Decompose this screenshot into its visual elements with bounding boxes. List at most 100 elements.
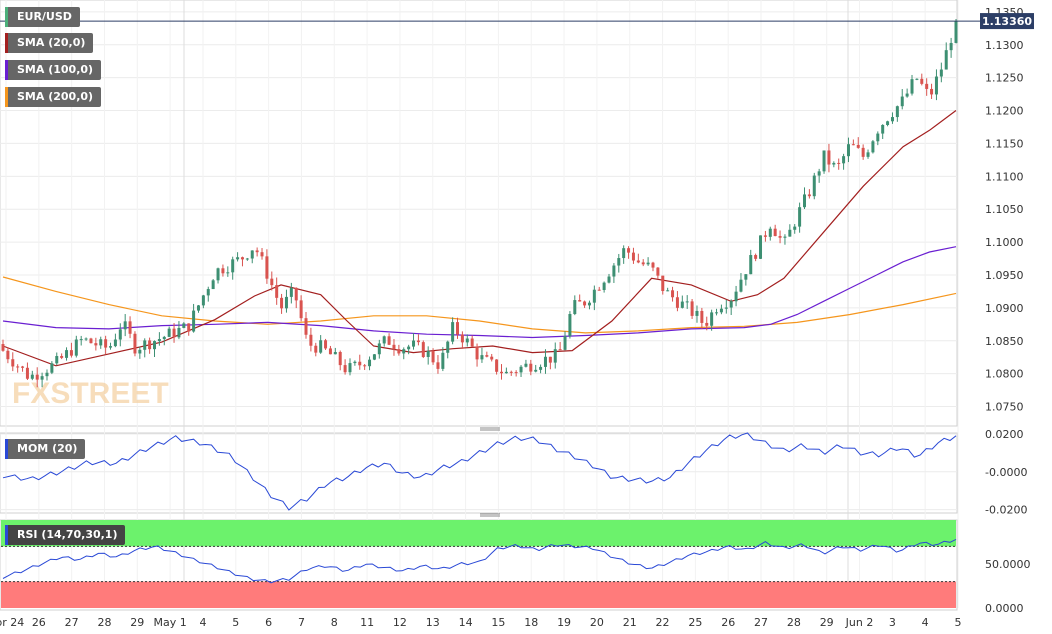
- time-tick-label: 28: [97, 616, 111, 629]
- candle-body: [211, 280, 215, 290]
- candle-body: [514, 372, 518, 374]
- candle-body: [837, 162, 841, 164]
- price-tick-label: 1.1000: [985, 236, 1024, 249]
- candle-body: [456, 322, 460, 335]
- candle-body: [543, 356, 547, 367]
- candle-body: [690, 301, 694, 316]
- candle-body: [94, 343, 98, 346]
- candle-body: [495, 359, 499, 372]
- last-price-label: 1.13360: [982, 15, 1032, 28]
- candle-body: [695, 310, 699, 316]
- candle-body: [201, 295, 205, 306]
- candle-body: [109, 346, 113, 348]
- time-tick-label: 15: [491, 616, 505, 629]
- candle-body: [763, 235, 767, 237]
- candle-body: [368, 359, 372, 367]
- candle-body: [104, 339, 108, 348]
- candle-body: [196, 305, 200, 311]
- legend-mom-swatch: [5, 439, 8, 459]
- candle-body: [187, 323, 191, 332]
- momentum-tick-label: -0.0200: [985, 504, 1027, 517]
- time-tick-label: 8: [331, 616, 338, 629]
- time-tick-label: 4: [199, 616, 206, 629]
- candle-body: [524, 363, 528, 367]
- candle-body: [162, 336, 166, 340]
- candle-body: [167, 328, 171, 337]
- candle-body: [920, 78, 924, 84]
- candle-body: [812, 175, 816, 197]
- rsi-tick-label: 50.0000: [985, 558, 1031, 571]
- candle-body: [939, 69, 943, 77]
- momentum-panel: [0, 432, 958, 514]
- candle-body: [431, 350, 435, 363]
- time-tick-label: 3: [889, 616, 896, 629]
- candle-body: [407, 346, 411, 350]
- candle-body: [1, 344, 5, 351]
- time-tick-label: 12: [393, 616, 407, 629]
- candle-body: [387, 336, 391, 345]
- candle-body: [793, 226, 797, 230]
- legend-mom[interactable]: MOM (20): [5, 439, 86, 459]
- candle-body: [846, 144, 850, 157]
- candle-body: [719, 308, 723, 313]
- candle-body: [470, 338, 474, 347]
- candle-body: [905, 93, 909, 97]
- legend-sma20[interactable]: SMA (20,0): [5, 33, 94, 53]
- candle-body: [724, 307, 728, 309]
- price-tick-label: 1.1150: [985, 137, 1024, 150]
- candle-body: [734, 291, 738, 302]
- candle-body: [485, 355, 489, 357]
- candle-body: [529, 363, 533, 372]
- candle-body: [553, 349, 557, 363]
- candle-body: [856, 144, 860, 148]
- time-tick-label: 11: [360, 616, 374, 629]
- candle-body: [148, 340, 152, 350]
- candle-body: [143, 340, 147, 350]
- legend-pair[interactable]: EUR/USD: [5, 7, 80, 27]
- candle-body: [392, 344, 396, 350]
- price-tick-label: 1.1050: [985, 203, 1024, 216]
- candle-body: [289, 287, 293, 297]
- rsi-line: [2, 538, 957, 584]
- candle-body: [651, 262, 655, 268]
- legend-sma200[interactable]: SMA (200,0): [5, 87, 102, 107]
- candle-body: [236, 257, 240, 260]
- candle-body: [930, 88, 934, 95]
- legend-sma200-swatch: [5, 87, 8, 107]
- candle-body: [328, 348, 332, 355]
- candle-body: [50, 363, 54, 373]
- candle-body: [949, 42, 953, 51]
- candle-body: [397, 349, 401, 354]
- candle-body: [35, 374, 39, 380]
- time-tick-label: 18: [524, 616, 538, 629]
- legend-sma200-label: SMA (200,0): [17, 90, 94, 103]
- candle-body: [304, 318, 308, 335]
- price-tick-label: 1.1100: [985, 170, 1024, 183]
- candle-body: [768, 228, 772, 237]
- candle-body: [245, 258, 249, 260]
- candle-body: [710, 312, 714, 326]
- price-tick-label: 1.1300: [985, 39, 1024, 52]
- candle-body: [11, 359, 15, 367]
- candle-body: [309, 334, 313, 346]
- candle-body: [79, 339, 83, 341]
- candle-body: [656, 267, 660, 276]
- legend-rsi[interactable]: RSI (14,70,30,1): [5, 525, 126, 545]
- candle-body: [69, 350, 73, 356]
- candle-body: [573, 300, 577, 315]
- price-tick-label: 1.1250: [985, 72, 1024, 85]
- candle-body: [490, 356, 494, 360]
- candle-body: [685, 301, 689, 303]
- candle-body: [343, 365, 347, 373]
- legend-sma100[interactable]: SMA (100,0): [5, 60, 102, 80]
- candle-body: [832, 162, 836, 165]
- candle-body: [749, 255, 753, 275]
- candle-body: [798, 207, 802, 227]
- legend-sma100-label: SMA (100,0): [17, 63, 94, 76]
- time-tick-label: 19: [557, 616, 571, 629]
- candle-body: [255, 250, 259, 253]
- candle-body: [89, 338, 93, 344]
- candle-body: [177, 327, 181, 338]
- candle-body: [636, 260, 640, 263]
